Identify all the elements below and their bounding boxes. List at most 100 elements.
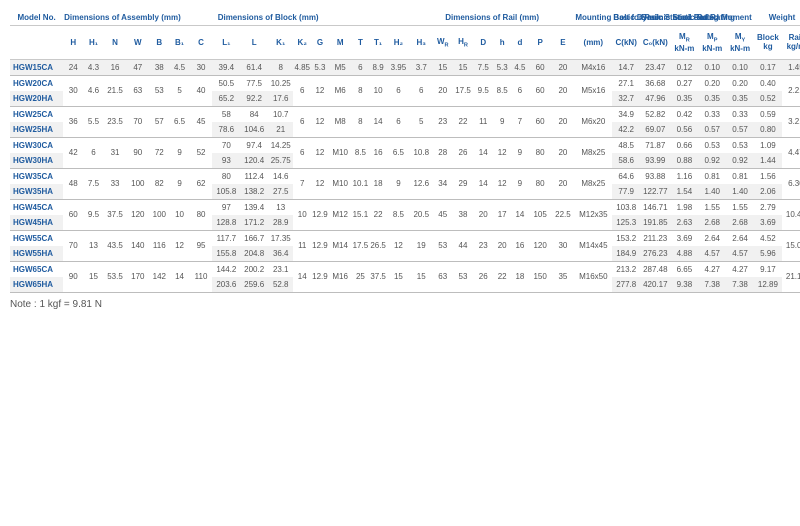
cell: 7 — [511, 106, 529, 137]
cell: 38 — [453, 199, 473, 230]
cell: 211.23 — [640, 230, 670, 246]
col-header: MYkN-m — [726, 26, 754, 60]
cell: 14 — [473, 137, 493, 168]
cell: 12.9 — [311, 230, 329, 261]
cell: 35 — [552, 261, 575, 292]
cell: 0.53 — [726, 137, 754, 153]
cell: 12 — [311, 106, 329, 137]
cell: 200.2 — [240, 261, 268, 277]
table-row: HGW55CA701343.51401161295117.7166.717.35… — [10, 230, 800, 246]
cell: 287.48 — [640, 261, 670, 277]
cell: 38 — [149, 59, 169, 75]
col-header: HR — [453, 26, 473, 60]
cell: 34.9 — [612, 106, 640, 122]
cell: M6 — [329, 75, 352, 106]
col-header: H₂ — [387, 26, 410, 60]
cell: 80 — [529, 137, 552, 168]
cell: 43.5 — [104, 230, 127, 261]
cell: 14 — [511, 199, 529, 230]
cell: 20 — [552, 59, 575, 75]
cell: 0.33 — [698, 106, 726, 122]
cell: 37.5 — [104, 199, 127, 230]
col-header: C₀(kN) — [640, 26, 670, 60]
col-header: d — [511, 26, 529, 60]
cell: 22 — [453, 106, 473, 137]
cell: 1.45 — [782, 59, 800, 75]
cell: 125.3 — [612, 215, 640, 231]
col-header: G — [311, 26, 329, 60]
cell: 2.63 — [670, 215, 698, 231]
cell: M8x25 — [574, 137, 612, 168]
cell: 12.89 — [754, 277, 782, 293]
col-header: B₁ — [169, 26, 189, 60]
cell: 6 — [511, 75, 529, 106]
cell: 2.68 — [698, 215, 726, 231]
cell: 0.92 — [726, 153, 754, 169]
cell: 1.40 — [726, 184, 754, 200]
cell: 3.95 — [387, 59, 410, 75]
col-header: Blockkg — [754, 26, 782, 60]
cell: 9.5 — [473, 75, 493, 106]
cell: 12 — [169, 230, 189, 261]
cell: 5 — [169, 75, 189, 106]
cell: 0.35 — [670, 91, 698, 107]
cell: 0.10 — [726, 59, 754, 75]
cell: 23.1 — [268, 261, 293, 277]
cell: M5x16 — [574, 75, 612, 106]
cell: 18 — [369, 168, 387, 199]
cell: 70 — [63, 230, 83, 261]
col-header: WR — [433, 26, 453, 60]
cell: 4.85 — [293, 59, 311, 75]
cell: 4.3 — [83, 59, 103, 75]
cell: 0.57 — [726, 122, 754, 138]
cell: 60 — [529, 59, 552, 75]
cell: 0.42 — [670, 106, 698, 122]
table-row: HGW35CA487.5331008296280112.414.6712M101… — [10, 168, 800, 184]
table-row: HGW45CA609.537.5120100108097139.4131012.… — [10, 199, 800, 215]
cell: 116 — [149, 230, 169, 261]
cell: 72 — [149, 137, 169, 168]
cell: 31 — [104, 137, 127, 168]
cell: 191.85 — [640, 215, 670, 231]
model-cell: HGW65HA — [10, 277, 63, 293]
cell: 29 — [453, 168, 473, 199]
cell: 15 — [387, 261, 410, 292]
cell: 14.6 — [268, 168, 293, 184]
cell: 23.47 — [640, 59, 670, 75]
cell: 26.5 — [369, 230, 387, 261]
cell: 9 — [511, 137, 529, 168]
cell: 13 — [83, 230, 103, 261]
table-row: HGW30CA4263190729527097.414.25612M108.51… — [10, 137, 800, 153]
cell: 140 — [126, 230, 149, 261]
model-cell: HGW65CA — [10, 261, 63, 277]
cell: 4.57 — [698, 246, 726, 262]
cell: 93.99 — [640, 153, 670, 169]
cell: 9 — [387, 168, 410, 199]
cell: 62 — [190, 168, 213, 199]
cell: 36.4 — [268, 246, 293, 262]
cell: M8 — [329, 106, 352, 137]
cell: 2.64 — [726, 230, 754, 246]
cell: 50.5 — [212, 75, 240, 91]
cell: 19 — [410, 230, 433, 261]
cell: 3.69 — [754, 215, 782, 231]
cell: 10.25 — [268, 75, 293, 91]
cell: 117.7 — [212, 230, 240, 246]
cell: 20 — [433, 75, 453, 106]
cell: 33 — [104, 168, 127, 199]
model-cell: HGW20CA — [10, 75, 63, 91]
cell: 0.52 — [754, 91, 782, 107]
cell: 14.7 — [612, 59, 640, 75]
cell: 4.27 — [726, 261, 754, 277]
cell: 100 — [126, 168, 149, 199]
cell: 6.65 — [670, 261, 698, 277]
cell: 0.57 — [698, 122, 726, 138]
cell: 120.4 — [240, 153, 268, 169]
group-header: Basic Static Load Rating — [640, 10, 670, 26]
cell: 12 — [493, 137, 511, 168]
col-header: E — [552, 26, 575, 60]
cell: 9.5 — [83, 199, 103, 230]
cell: 80 — [190, 199, 213, 230]
cell: 47.96 — [640, 91, 670, 107]
cell: 8.9 — [369, 59, 387, 75]
